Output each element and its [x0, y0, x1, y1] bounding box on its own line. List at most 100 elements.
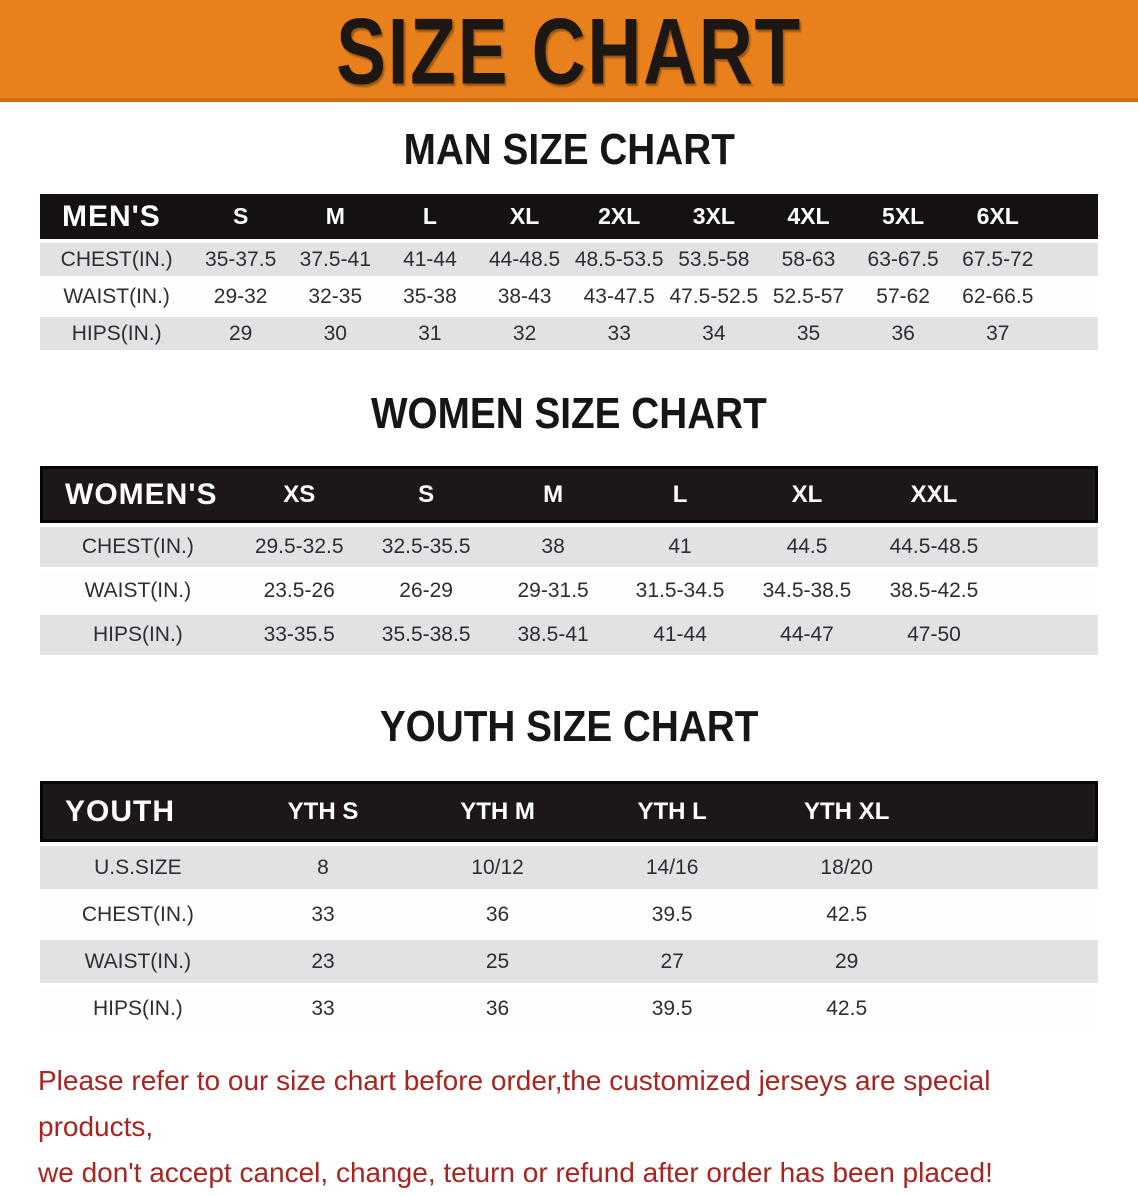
size-value: 8	[235, 846, 411, 889]
size-value: 32-35	[287, 280, 383, 313]
size-value: 33	[235, 987, 411, 1030]
size-column-header: 2XL	[571, 194, 667, 239]
row-label: CHEST(IN.)	[40, 243, 194, 276]
size-column-header: S	[193, 194, 288, 239]
size-value: 67.5-72	[950, 243, 1046, 276]
size-value: 57-62	[855, 280, 951, 313]
size-column-header: 5XL	[855, 194, 951, 239]
size-value: 36	[855, 317, 951, 350]
row-label: CHEST(IN.)	[40, 527, 236, 567]
disclaimer-line-2: we don't accept cancel, change, teturn o…	[38, 1157, 993, 1188]
youth-table-wrap: YOUTH YTH S YTH M YTH L YTH XL U.S.SIZE 8 10/12…	[40, 777, 1098, 1034]
size-value: 43-47.5	[571, 280, 667, 313]
size-column-header: 4XL	[761, 194, 856, 239]
size-value: 37	[950, 317, 1046, 350]
size-value: 31	[382, 317, 478, 350]
row-label: HIPS(IN.)	[40, 317, 194, 350]
size-value: 44-48.5	[477, 243, 572, 276]
men-table-row: WAIST(IN.) 29-32 32-35 35-38 38-43 43-47.5 47.…	[40, 280, 1098, 313]
size-value: 29	[759, 940, 934, 983]
size-value: 29-31.5	[489, 571, 617, 611]
size-column-header: XL	[743, 466, 871, 523]
size-value: 58-63	[761, 243, 856, 276]
men-header-row: MEN'S S M L XL 2XL 3XL 4XL 5XL 6XL	[40, 194, 1098, 239]
row-label: CHEST(IN.)	[40, 893, 236, 936]
youth-section-heading: YOUTH SIZE CHART	[0, 703, 1138, 751]
men-table-row: CHEST(IN.) 35-37.5 37.5-41 41-44 44-48.5 48.5…	[40, 243, 1098, 276]
size-value: 38.5-41	[489, 615, 617, 655]
youth-table-row: WAIST(IN.) 23 25 27 29	[40, 940, 1098, 983]
size-column-header: YTH L	[584, 781, 760, 842]
size-column-header: L	[382, 194, 478, 239]
youth-section: YOUTH SIZE CHART YOUTH YTH S YTH M YTH L YTH…	[0, 703, 1138, 1034]
row-label: WAIST(IN.)	[40, 940, 236, 983]
size-value: 41	[616, 527, 744, 567]
size-value: 29	[193, 317, 288, 350]
youth-header-row: YOUTH YTH S YTH M YTH L YTH XL	[40, 781, 1098, 842]
row-label: HIPS(IN.)	[40, 615, 236, 655]
spacer-cell	[997, 466, 1098, 523]
size-value: 32	[477, 317, 572, 350]
youth-table-label: YOUTH	[40, 781, 236, 842]
size-column-header: 3XL	[666, 194, 762, 239]
size-column-header: YTH M	[410, 781, 585, 842]
spacer-cell	[1045, 243, 1098, 276]
page-title: SIZE CHART	[336, 0, 802, 102]
size-value: 63-67.5	[855, 243, 951, 276]
size-value: 23.5-26	[235, 571, 363, 611]
youth-table-row: CHEST(IN.) 33 36 39.5 42.5	[40, 893, 1098, 936]
youth-table-row: HIPS(IN.) 33 36 39.5 42.5	[40, 987, 1098, 1030]
size-value: 35-37.5	[193, 243, 288, 276]
size-value: 35-38	[382, 280, 478, 313]
size-value: 34	[666, 317, 762, 350]
size-column-header: YTH XL	[759, 781, 934, 842]
women-table-row: HIPS(IN.) 33-35.5 35.5-38.5 38.5-41 41-44 44-…	[40, 615, 1098, 655]
size-value: 30	[287, 317, 383, 350]
size-column-header: 6XL	[950, 194, 1046, 239]
spacer-cell	[1045, 194, 1098, 239]
women-section: WOMEN SIZE CHART WOMEN'S XS S M L XL XXL CHEST(…	[0, 390, 1138, 659]
size-column-header: YTH S	[235, 781, 411, 842]
size-value: 36	[410, 987, 585, 1030]
size-column-header: S	[362, 466, 490, 523]
size-value: 32.5-35.5	[362, 527, 490, 567]
size-value: 38	[489, 527, 617, 567]
women-table-row: WAIST(IN.) 23.5-26 26-29 29-31.5 31.5-34.5 34…	[40, 571, 1098, 611]
row-label: WAIST(IN.)	[40, 571, 236, 611]
size-value: 42.5	[759, 987, 934, 1030]
women-size-table: WOMEN'S XS S M L XL XXL CHEST(IN.) 29.5-32.5 32.5…	[40, 462, 1098, 659]
spacer-cell	[933, 781, 1098, 842]
size-value: 34.5-38.5	[743, 571, 871, 611]
youth-size-table: YOUTH YTH S YTH M YTH L YTH XL U.S.SIZE 8 10/12…	[40, 777, 1098, 1034]
size-value: 52.5-57	[761, 280, 856, 313]
row-label: U.S.SIZE	[40, 846, 236, 889]
size-value: 44.5	[743, 527, 871, 567]
men-size-table: MEN'S S M L XL 2XL 3XL 4XL 5XL 6XL CHEST(IN.) 35-37…	[40, 190, 1098, 354]
spacer-cell	[997, 527, 1098, 567]
spacer-cell	[997, 615, 1098, 655]
disclaimer-note: Please refer to our size chart before or…	[38, 1058, 1100, 1196]
size-value: 48.5-53.5	[571, 243, 667, 276]
size-value: 18/20	[759, 846, 934, 889]
men-section-heading: MAN SIZE CHART	[0, 126, 1138, 174]
spacer-cell	[933, 846, 1098, 889]
men-section: MAN SIZE CHART MEN'S S M L XL 2XL 3XL 4XL 5XL 6XL…	[0, 126, 1138, 354]
spacer-cell	[1045, 317, 1098, 350]
size-value: 47.5-52.5	[666, 280, 762, 313]
size-column-header: M	[287, 194, 383, 239]
size-value: 41-44	[382, 243, 478, 276]
women-table-wrap: WOMEN'S XS S M L XL XXL CHEST(IN.) 29.5-32.5 32.5…	[40, 462, 1098, 659]
size-value: 35.5-38.5	[362, 615, 490, 655]
size-value: 26-29	[362, 571, 490, 611]
size-column-header: XXL	[870, 466, 998, 523]
size-value: 42.5	[759, 893, 934, 936]
men-table-row: HIPS(IN.) 29 30 31 32 33 34 35 36 37	[40, 317, 1098, 350]
women-section-heading-text: WOMEN SIZE CHART	[371, 389, 767, 438]
disclaimer-line-1: Please refer to our size chart before or…	[38, 1065, 991, 1142]
size-value: 37.5-41	[287, 243, 383, 276]
size-value: 33	[235, 893, 411, 936]
size-value: 44-47	[743, 615, 871, 655]
size-value: 10/12	[410, 846, 585, 889]
youth-table-row: U.S.SIZE 8 10/12 14/16 18/20	[40, 846, 1098, 889]
row-label: WAIST(IN.)	[40, 280, 194, 313]
